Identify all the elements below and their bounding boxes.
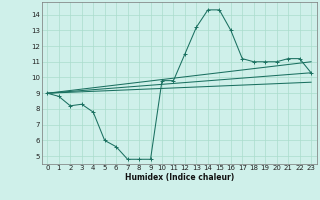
X-axis label: Humidex (Indice chaleur): Humidex (Indice chaleur) bbox=[124, 173, 234, 182]
